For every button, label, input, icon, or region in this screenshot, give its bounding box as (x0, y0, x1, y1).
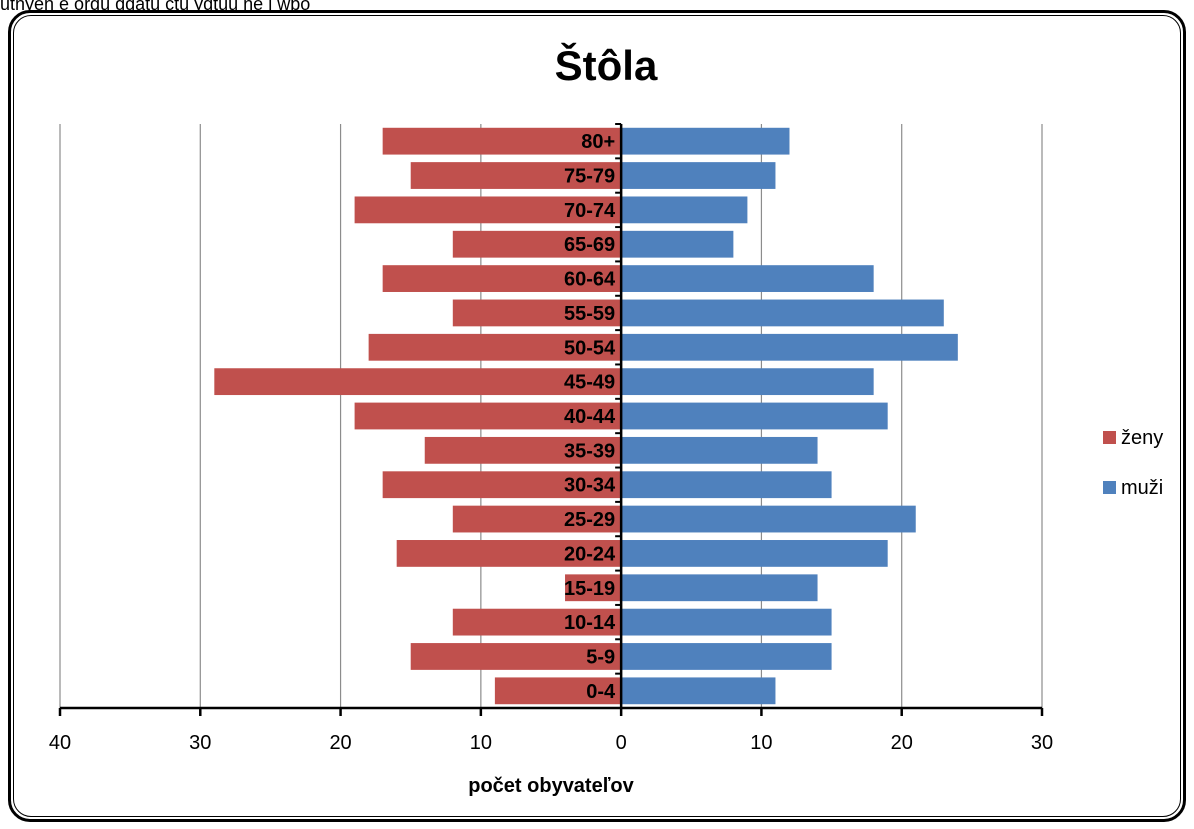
header-fragment: utnyen e ordu ddatu ctu ydtuu ne i wbo (0, 0, 311, 12)
legend-label: ženy (1121, 427, 1163, 449)
bar-muzi-75-79 (621, 162, 776, 189)
bar-zeny-35-39 (424, 436, 622, 464)
category-label: 35-39 (564, 440, 615, 462)
category-label: 75-79 (564, 166, 615, 188)
bar-muzi-30-34 (621, 471, 832, 499)
x-tick-label: 20 (891, 732, 913, 754)
category-label: 55-59 (564, 303, 615, 325)
bar-muzi-20-24 (621, 540, 888, 567)
bar-zeny-70-74 (354, 196, 622, 224)
bar-muzi-5-9 (621, 643, 832, 670)
bar-zeny-80+ (382, 127, 622, 155)
bar-muzi-10-14 (621, 608, 832, 636)
bar-zeny-45-49 (214, 368, 622, 396)
bar-zeny-75-79 (410, 162, 622, 189)
bar-muzi-40-44 (621, 402, 888, 430)
category-label: 45-49 (564, 372, 615, 394)
x-tick-label: 0 (616, 732, 627, 754)
bar-zeny-40-44 (354, 402, 622, 430)
bar-zeny-30-34 (382, 471, 622, 499)
axes (58, 123, 1044, 716)
bar-muzi-25-29 (621, 505, 916, 533)
bar-muzi-0-4 (621, 677, 776, 705)
x-tick-label: 10 (470, 732, 492, 754)
bar-muzi-60-64 (621, 265, 874, 292)
x-axis-label: počet obyvateľov (468, 775, 634, 797)
legend-label: muži (1121, 477, 1163, 499)
bar-zeny-25-29 (452, 505, 622, 533)
bar-zeny-0-4 (494, 677, 622, 705)
category-label: 30-34 (564, 475, 616, 497)
x-tick-label: 40 (49, 732, 71, 754)
bar-zeny-15-19 (565, 574, 622, 602)
bar-muzi-50-54 (621, 333, 958, 361)
category-label: 0-4 (586, 681, 616, 703)
bar-zeny-55-59 (452, 299, 622, 327)
bar-zeny-65-69 (452, 230, 622, 258)
category-label: 20-24 (564, 543, 616, 565)
bar-muzi-80+ (621, 127, 790, 155)
bar-muzi-65-69 (621, 230, 734, 258)
category-label: 80+ (581, 131, 615, 153)
category-label: 70-74 (564, 200, 616, 222)
x-tick-labels: 40 30 20 10 0 10 20 30 (49, 732, 1053, 754)
category-labels: 0-4 5-9 10-14 15-19 20-24 25-29 30-34 35-39 40-4… (564, 131, 616, 703)
bar-zeny-10-14 (452, 608, 622, 636)
legend-swatch (1103, 481, 1116, 494)
chart-title: Štôla (555, 41, 658, 89)
bars (214, 127, 958, 705)
bar-muzi-15-19 (621, 574, 818, 602)
category-label: 65-69 (564, 234, 615, 256)
bar-zeny-60-64 (382, 265, 622, 292)
x-tick-label: 20 (329, 732, 351, 754)
category-label: 10-14 (564, 612, 616, 634)
bar-muzi-35-39 (621, 436, 818, 464)
bar-muzi-55-59 (621, 299, 944, 327)
bar-muzi-70-74 (621, 196, 748, 224)
category-label: 15-19 (564, 578, 615, 600)
bar-zeny-20-24 (396, 540, 622, 567)
bar-zeny-5-9 (410, 643, 622, 670)
category-label: 60-64 (564, 269, 616, 291)
legend: ženy muži (1103, 427, 1163, 499)
category-label: 25-29 (564, 509, 615, 531)
category-label: 50-54 (564, 337, 616, 359)
bar-zeny-50-54 (368, 333, 622, 361)
x-tick-label: 30 (1031, 732, 1053, 754)
legend-swatch (1103, 431, 1116, 444)
bar-muzi-45-49 (621, 368, 874, 396)
x-tick-label: 10 (750, 732, 772, 754)
x-tick-label: 30 (189, 732, 211, 754)
category-label: 40-44 (564, 406, 616, 428)
category-label: 5-9 (586, 646, 615, 668)
